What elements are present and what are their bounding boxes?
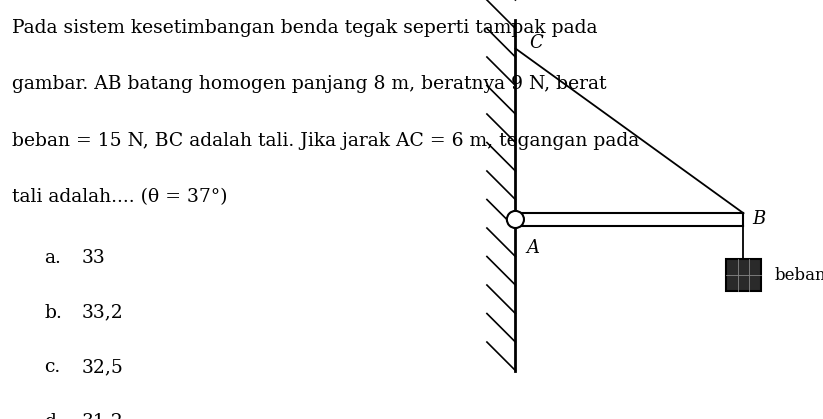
- Text: c.: c.: [44, 358, 61, 376]
- Text: gambar. AB batang homogen panjang 8 m, beratnya 9 N, berat: gambar. AB batang homogen panjang 8 m, b…: [12, 75, 607, 93]
- Bar: [515, 213, 743, 226]
- Text: C: C: [530, 34, 543, 52]
- Text: beban: beban: [774, 266, 823, 284]
- Text: 32,5: 32,5: [81, 358, 123, 376]
- Text: beban = 15 N, BC adalah tali. Jika jarak AC = 6 m, tegangan pada: beban = 15 N, BC adalah tali. Jika jarak…: [12, 132, 639, 150]
- Bar: [727, 259, 760, 291]
- Text: 33: 33: [81, 249, 105, 267]
- Text: tali adalah.... (θ = 37°): tali adalah.... (θ = 37°): [12, 189, 228, 207]
- Text: B: B: [752, 210, 765, 228]
- Text: Pada sistem kesetimbangan benda tegak seperti tampak pada: Pada sistem kesetimbangan benda tegak se…: [12, 19, 597, 37]
- Circle shape: [507, 211, 524, 228]
- Text: A: A: [527, 239, 540, 257]
- Text: d.: d.: [44, 413, 63, 419]
- Text: a.: a.: [44, 249, 62, 267]
- Text: 33,2: 33,2: [81, 304, 123, 322]
- Text: b.: b.: [44, 304, 63, 322]
- Text: 31,2: 31,2: [81, 413, 123, 419]
